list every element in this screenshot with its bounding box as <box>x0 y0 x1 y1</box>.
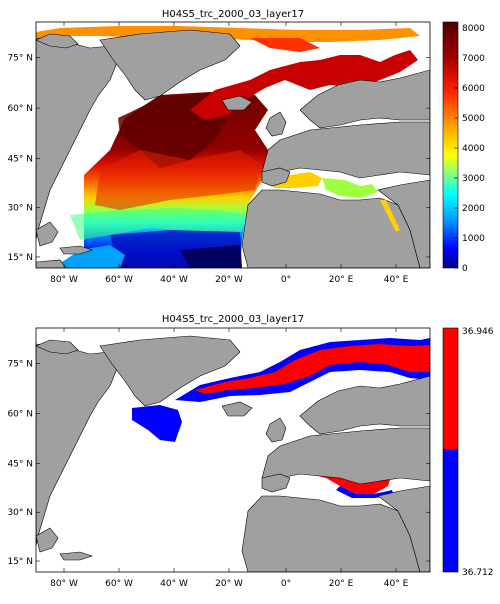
map-area <box>36 328 430 572</box>
x-tick-label: 60° W <box>105 275 133 285</box>
med-east-field <box>322 178 378 198</box>
colorbar-ticks: 8000 7000 6000 5000 4000 3000 2000 1000 0 <box>454 24 485 274</box>
land-middle-east <box>377 179 430 268</box>
x-tick-label: 20° W <box>215 579 243 589</box>
colorbar-tick-label: 4000 <box>462 144 485 154</box>
map-area <box>36 22 430 268</box>
land-middle-east <box>377 485 430 572</box>
land-north-america <box>36 37 119 241</box>
colorbar-tick-label: 5000 <box>462 114 485 124</box>
x-axis: 80° W 60° W 40° W 20° W 0° 20° E 40° E <box>50 328 409 589</box>
med-west-field <box>268 172 322 188</box>
nordic-red-band <box>195 344 430 394</box>
y-tick-label: 75° N <box>7 54 33 64</box>
colorbar-tick-label: 6000 <box>462 84 485 94</box>
map-panel-top: H04S5_trc_2000_03_layer17 <box>7 9 485 285</box>
y-tick-label: 60° N <box>7 104 33 114</box>
y-tick-label: 45° N <box>7 459 33 469</box>
field-tropical-dark <box>180 245 242 268</box>
x-tick-label: 80° W <box>50 579 78 589</box>
land-british-isles <box>265 417 287 443</box>
x-axis: 80° W 60° W 40° W 20° W 0° 20° E 40° E <box>50 22 409 285</box>
field-midlatitude <box>95 150 262 210</box>
x-tick-label: 20° E <box>329 579 354 589</box>
x-tick-label: 20° W <box>215 275 243 285</box>
x-tick-label: 40° E <box>384 275 409 285</box>
y-axis: 75° N 60° N 45° N 30° N 15° N <box>7 54 430 263</box>
x-tick-label: 0° <box>281 275 291 285</box>
colorbar-red-segment <box>443 328 458 449</box>
colorbar-tick-label: 3000 <box>462 174 485 184</box>
land <box>36 335 430 572</box>
land-scandinavia <box>299 69 430 129</box>
tracer-field <box>36 26 420 268</box>
y-tick-label: 15° N <box>7 557 33 567</box>
x-tick-label: 40° W <box>160 579 188 589</box>
land <box>36 29 430 268</box>
land-greenland <box>99 29 241 101</box>
land-british-isles <box>265 111 287 137</box>
x-tick-label: 40° W <box>160 275 188 285</box>
y-tick-label: 15° N <box>7 253 33 263</box>
red-sea-field <box>380 200 400 232</box>
land-iceland <box>221 95 253 111</box>
x-tick-label: 0° <box>281 579 291 589</box>
colorbar-tick-label: 8000 <box>462 24 485 34</box>
land-florida <box>36 527 59 553</box>
colorbar-tick-label: 0 <box>462 264 468 274</box>
land-iceland <box>221 401 253 417</box>
panel-title: H04S5_trc_2000_03_layer17 <box>162 314 304 325</box>
y-axis: 75° N 60° N 45° N 30° N 15° N <box>7 359 430 567</box>
map-frame <box>35 21 431 269</box>
colorbar: 8000 7000 6000 5000 4000 3000 2000 1000 0 <box>442 21 485 274</box>
y-tick-label: 30° N <box>7 204 33 214</box>
land-iberia <box>261 167 291 187</box>
land-florida <box>36 221 59 247</box>
x-tick-label: 60° W <box>105 579 133 589</box>
x-tick-label: 20° E <box>329 275 354 285</box>
land-canadian-archipelago <box>36 33 79 49</box>
colorbar-frame <box>442 327 459 573</box>
y-tick-label: 75° N <box>7 359 33 369</box>
colorbar-tick-label: 2000 <box>462 204 485 214</box>
colorbar: 36.946 36.712 <box>442 327 494 578</box>
land-greenland <box>99 335 241 407</box>
colorbar-tick-label: 1000 <box>462 234 485 244</box>
map-panel-bottom: H04S5_trc_2000_03_layer17 <box>7 314 493 589</box>
colorbar-min-label: 36.712 <box>462 568 494 578</box>
colorbar-max-label: 36.946 <box>462 327 494 337</box>
land-africa <box>241 495 421 572</box>
colorbar-blue-segment <box>443 449 458 572</box>
land-south-america <box>36 259 67 268</box>
med-blue-edge <box>336 486 394 498</box>
land-cuba <box>59 551 93 561</box>
land-africa <box>241 189 421 268</box>
map-frame <box>35 327 431 573</box>
panel-title: H04S5_trc_2000_03_layer17 <box>162 9 304 20</box>
land-north-america <box>36 343 119 547</box>
caribbean-field <box>62 245 125 268</box>
x-tick-label: 40° E <box>384 579 409 589</box>
colorbar-gradient <box>442 21 459 269</box>
y-tick-label: 30° N <box>7 508 33 518</box>
land-iberia <box>261 473 291 493</box>
arctic-red-patches <box>250 38 320 52</box>
colorbar-tick-label: 7000 <box>462 54 485 64</box>
land-canadian-archipelago <box>36 339 79 355</box>
y-tick-label: 45° N <box>7 155 33 165</box>
x-tick-label: 80° W <box>50 275 78 285</box>
land-scandinavia <box>299 375 430 435</box>
blue-patch-labrador <box>132 405 182 442</box>
nordic-seas-field <box>190 50 418 120</box>
y-tick-label: 60° N <box>7 409 33 419</box>
land-cuba <box>59 245 93 255</box>
